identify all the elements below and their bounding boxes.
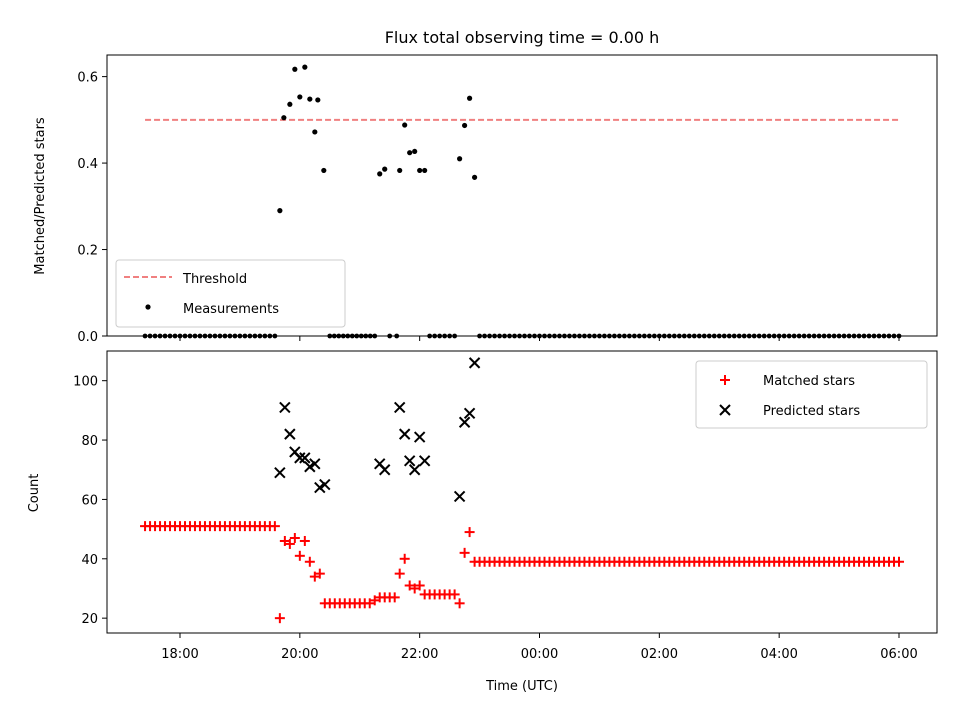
legend-predicted-swatch: [719, 404, 731, 416]
predicted-star-point: [309, 458, 321, 470]
predicted-star-point: [413, 431, 426, 443]
measurement-point: [321, 167, 327, 174]
x-tick-label: 04:00: [760, 647, 797, 662]
predicted-star-point: [408, 464, 421, 476]
y-tick-label: 40: [81, 553, 98, 568]
measurement-point: [412, 148, 418, 155]
x-tick-label: 18:00: [161, 647, 198, 662]
predicted-star-point: [289, 446, 301, 458]
measurement-point: [312, 129, 318, 135]
y-tick-label: 0.4: [77, 157, 98, 172]
x-tick-label: 06:00: [880, 647, 917, 662]
count-plot-area: [140, 357, 904, 624]
x-tick-label: 22:00: [401, 647, 438, 662]
predicted-star-point: [463, 407, 476, 420]
predicted-star-point: [453, 490, 466, 503]
measurement-point: [407, 150, 413, 156]
measurement-point: [402, 122, 408, 128]
y-tick-label: 20: [81, 612, 98, 627]
predicted-star-point: [299, 452, 311, 464]
legend-matched-label: Matched stars: [763, 374, 855, 389]
predicted-star-point: [319, 478, 331, 491]
y-axis-label-ratio: Matched/Predicted stars: [33, 117, 48, 275]
count-legend: Matched stars Predicted stars: [695, 360, 928, 429]
x-tick-label: 00:00: [521, 647, 558, 662]
y-tick-label: 80: [81, 434, 98, 449]
measurement-point: [382, 166, 388, 172]
measurement-point: [287, 101, 293, 107]
predicted-star-point: [468, 357, 481, 369]
predicted-star-point: [418, 455, 431, 467]
legend-matched-swatch: [720, 375, 730, 385]
predicted-star-point: [379, 464, 391, 476]
measurement-point: [281, 115, 287, 121]
predicted-star-point: [398, 428, 411, 440]
predicted-star-point: [274, 466, 286, 479]
measurement-point: [307, 96, 313, 102]
measurement-point: [471, 174, 478, 180]
y-tick-label: 100: [73, 375, 98, 390]
predicted-star-point: [284, 428, 296, 440]
predicted-star-point: [393, 401, 406, 414]
count-panel: Count 20 40 60 80 100 18:00 20:00 22:00 00:00 02…: [27, 350, 938, 694]
ratio-panel: Flux total observing time = 0.00 h Match…: [33, 28, 938, 345]
measurement-point: [277, 208, 283, 214]
measurement-point: [297, 94, 303, 100]
predicted-star-point: [294, 452, 306, 464]
legend-measurements-swatch: [145, 304, 151, 310]
count-x-ticks: 18:00 20:00 22:00 00:00 02:00 04:00 06:00: [161, 633, 918, 662]
chart-title: Flux total observing time = 0.00 h: [385, 28, 660, 47]
ratio-legend-box: [115, 259, 346, 328]
legend-threshold-label: Threshold: [182, 272, 247, 287]
measurement-point: [457, 156, 463, 162]
measurement-point: [462, 122, 468, 129]
measurement-point: [377, 171, 383, 177]
y-tick-label: 60: [81, 493, 98, 508]
measurement-point: [302, 64, 308, 70]
ratio-y-ticks: 0.0 0.2 0.4 0.6: [77, 71, 107, 345]
y-tick-label: 0.0: [77, 330, 98, 345]
measurement-point: [466, 95, 473, 101]
measurement-point: [315, 97, 321, 103]
predicted-star-point: [403, 455, 416, 467]
x-tick-label: 20:00: [281, 647, 318, 662]
legend-predicted-label: Predicted stars: [763, 404, 860, 419]
x-tick-label: 02:00: [641, 647, 678, 662]
count-y-ticks: 20 40 60 80 100: [73, 375, 107, 627]
y-tick-label: 0.2: [77, 244, 98, 259]
legend-predicted-marker: [719, 404, 731, 416]
predicted-star-point: [279, 401, 291, 414]
predicted-star-point: [458, 416, 471, 428]
y-tick-label: 0.6: [77, 71, 98, 86]
ratio-axes-frame: [106, 54, 938, 337]
y-axis-label-count: Count: [27, 474, 42, 513]
ratio-x-ticks: [179, 336, 900, 341]
count-legend-box: [695, 360, 928, 429]
ratio-legend: Threshold Measurements: [115, 259, 346, 328]
measurement-point: [422, 167, 428, 174]
predicted-star-point: [374, 458, 386, 470]
count-axes-frame: [106, 350, 938, 634]
legend-measurements-label: Measurements: [183, 302, 279, 317]
measurement-point: [292, 66, 298, 72]
measurement-point: [397, 167, 403, 174]
measurement-point: [417, 167, 423, 174]
x-axis-label: Time (UTC): [485, 679, 558, 694]
